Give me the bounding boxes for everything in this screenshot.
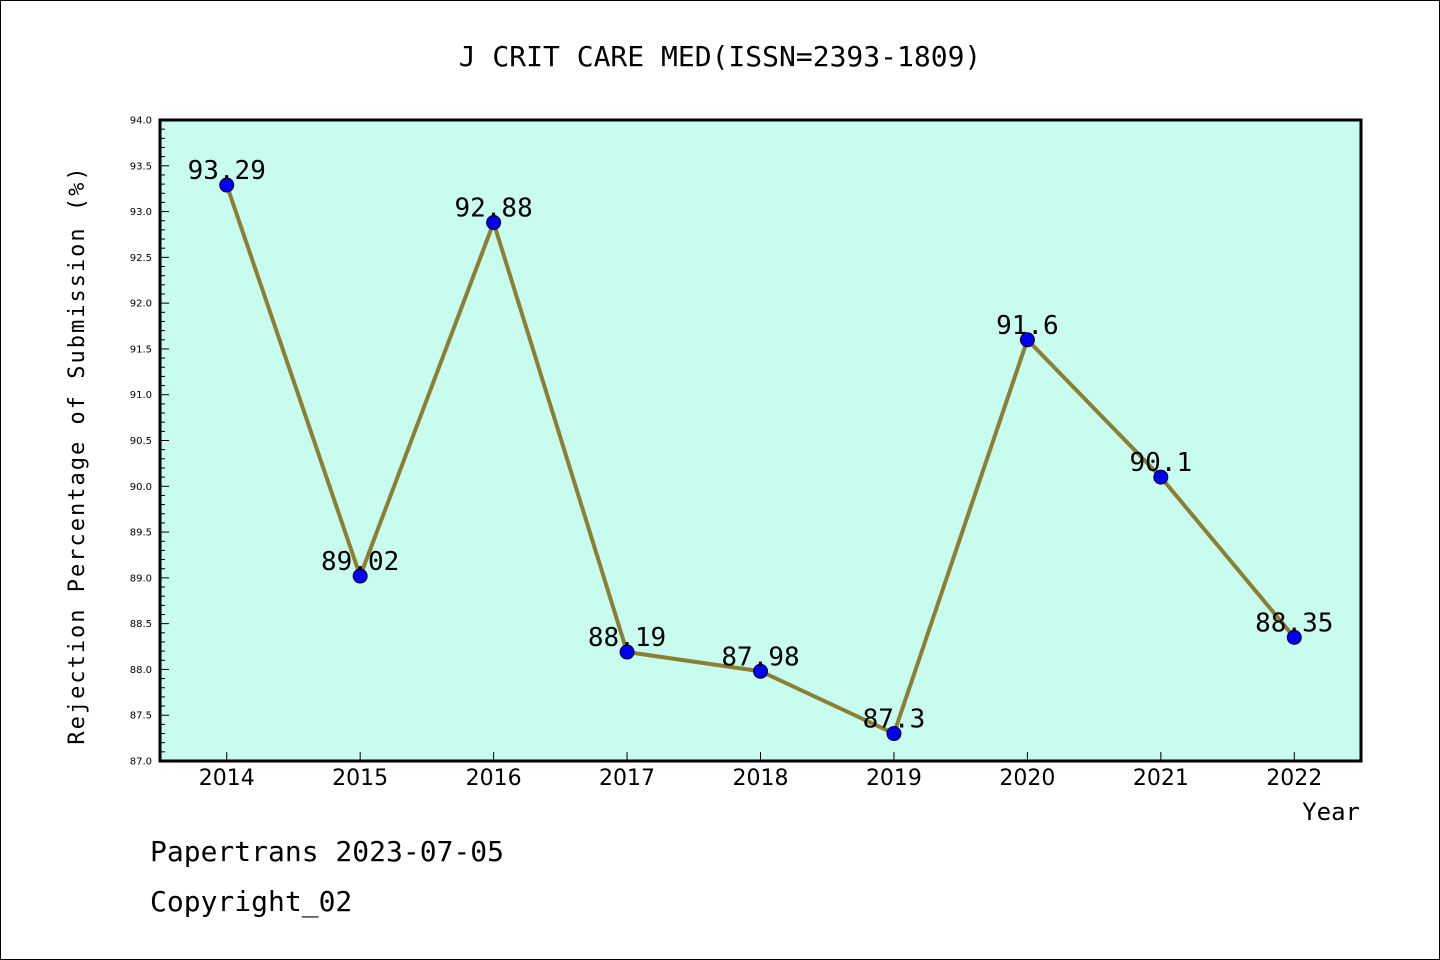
y-tick-label: 88.5 (130, 619, 152, 630)
y-tick-label: 93.5 (130, 161, 152, 172)
x-tick-label: 2022 (1266, 766, 1322, 791)
data-labels: 93.29 89.02 92.88 88.19 87.98 87.3 91.6 90.1 88.… (188, 156, 1334, 735)
y-tick-label: 87.0 (130, 757, 152, 768)
x-tick-label: 2015 (332, 766, 388, 791)
y-tick-label: 94.0 (130, 116, 152, 127)
data-point (619, 644, 635, 660)
data-point (886, 726, 902, 742)
footer-credit: Papertrans 2023-07-05 (150, 835, 505, 868)
y-tick-label: 91.0 (130, 390, 152, 401)
x-tick-label: 2016 (466, 766, 522, 791)
data-label: 87.3 (863, 705, 926, 735)
data-label: 91.6 (996, 311, 1059, 341)
x-tick-label: 2019 (866, 766, 922, 791)
data-point (1153, 469, 1169, 485)
x-tick-label: 2014 (199, 766, 255, 791)
y-tick-label: 90.5 (130, 436, 152, 447)
x-tick-label: 2021 (1133, 766, 1189, 791)
data-label: 90.1 (1130, 448, 1193, 478)
data-label: 92.88 (454, 194, 532, 224)
data-point (753, 663, 768, 679)
x-tick-label: 2020 (999, 766, 1055, 791)
y-tick-label: 92.5 (130, 253, 152, 264)
plot-border (158, 118, 1363, 763)
plot-area (160, 120, 1361, 761)
data-label: 93.29 (188, 156, 266, 186)
data-point (1019, 332, 1035, 348)
data-label: 88.35 (1255, 608, 1333, 638)
x-tick-label: 2017 (599, 766, 655, 791)
y-tick-label: 89.0 (130, 573, 152, 584)
y-tick-label: 87.5 (130, 711, 152, 722)
footer-copyright: Copyright_02 (150, 885, 353, 918)
data-series (219, 177, 1302, 742)
y-axis-label: Rejection Percentage of Submission (%) (65, 165, 90, 744)
data-point (352, 568, 368, 584)
y-tick-label: 89.5 (130, 528, 152, 539)
data-point (486, 215, 502, 231)
data-label: 87.98 (721, 642, 799, 672)
data-label: 89.02 (321, 547, 399, 577)
x-axis-ticks: 2014 2015 2016 2017 2018 2019 2020 2021 2022 (199, 752, 1322, 791)
x-tick-label: 2018 (733, 766, 789, 791)
data-point (1286, 629, 1302, 645)
y-tick-label: 90.0 (130, 482, 152, 493)
y-axis-ticks: 87.0 87.5 88.0 88.5 89.0 89.5 90.0 90.5 91.0 91.5… (130, 116, 169, 768)
x-axis-label: Year (1302, 798, 1360, 826)
data-label: 88.19 (588, 623, 666, 653)
y-tick-label: 92.0 (130, 299, 152, 310)
y-tick-label: 88.0 (130, 665, 152, 676)
data-point (219, 177, 235, 193)
y-tick-label: 93.0 (130, 207, 152, 218)
y-tick-label: 91.5 (130, 344, 152, 355)
chart-title: J CRIT CARE MED(ISSN=2393-1809) (459, 40, 982, 73)
